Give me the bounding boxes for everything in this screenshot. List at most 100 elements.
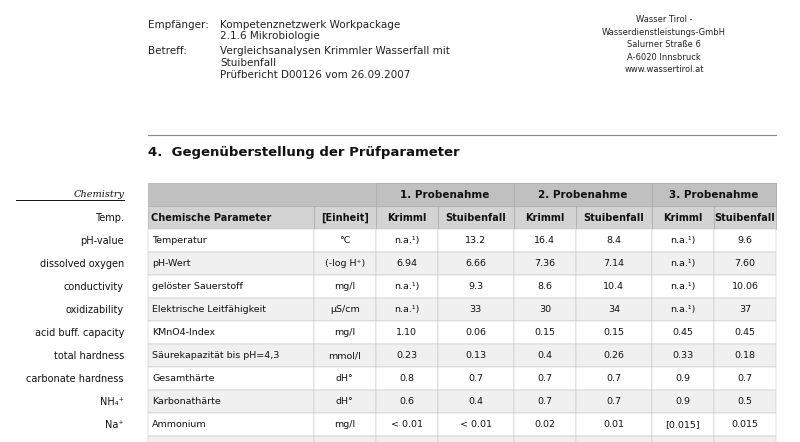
Text: < 0.01: < 0.01 (390, 420, 422, 429)
Text: 8.4: 8.4 (606, 236, 622, 245)
Text: oxidizability: oxidizability (66, 305, 124, 315)
Text: µS/cm: µS/cm (330, 305, 359, 314)
Text: dissolved oxygen: dissolved oxygen (40, 259, 124, 269)
Text: Stuibenfall: Stuibenfall (714, 213, 775, 223)
Text: Betreff:: Betreff: (148, 46, 187, 57)
Text: Temperatur: Temperatur (152, 236, 207, 245)
Text: 0.18: 0.18 (734, 351, 755, 360)
Text: 0.15: 0.15 (603, 328, 624, 337)
Text: 9.3: 9.3 (468, 282, 483, 291)
Text: 0.9: 0.9 (675, 397, 690, 406)
Text: (-log H⁺): (-log H⁺) (325, 259, 365, 268)
Text: 0.5: 0.5 (738, 397, 753, 406)
Text: < 0.01: < 0.01 (460, 420, 492, 429)
Text: 6.66: 6.66 (466, 259, 486, 268)
Text: [Einheit]: [Einheit] (321, 213, 369, 223)
Text: Vergleichsanalysen Krimmler Wasserfall mit
Stuibenfall
Prüfbericht D00126 vom 26: Vergleichsanalysen Krimmler Wasserfall m… (220, 46, 450, 80)
Text: 16.4: 16.4 (534, 236, 555, 245)
Text: 0.15: 0.15 (534, 328, 555, 337)
Text: n.a.¹): n.a.¹) (670, 282, 695, 291)
Text: mmol/l: mmol/l (328, 351, 361, 360)
Text: Chemische Parameter: Chemische Parameter (151, 213, 271, 223)
Text: n.a.¹): n.a.¹) (670, 259, 695, 268)
Text: 0.7: 0.7 (538, 374, 552, 383)
Text: pH-Wert: pH-Wert (152, 259, 191, 268)
Text: °C: °C (339, 236, 350, 245)
Text: 0.13: 0.13 (466, 351, 486, 360)
Text: 0.8: 0.8 (399, 374, 414, 383)
Text: Stuibenfall: Stuibenfall (583, 213, 644, 223)
Text: 3. Probenahme: 3. Probenahme (670, 190, 758, 200)
Text: 10.4: 10.4 (603, 282, 624, 291)
Text: KMnO4-Index: KMnO4-Index (152, 328, 215, 337)
Text: wasser
tirol: wasser tirol (691, 46, 769, 91)
Text: 33: 33 (470, 305, 482, 314)
Text: 7.36: 7.36 (534, 259, 555, 268)
Text: 13.2: 13.2 (466, 236, 486, 245)
Text: Stuibenfall: Stuibenfall (446, 213, 506, 223)
Text: Temp.: Temp. (95, 213, 124, 223)
Text: 1. Probenahme: 1. Probenahme (400, 190, 490, 200)
Text: 30: 30 (538, 305, 551, 314)
Text: 7.60: 7.60 (734, 259, 755, 268)
Text: NH₄⁺: NH₄⁺ (100, 397, 124, 407)
Text: n.a.¹): n.a.¹) (394, 282, 419, 291)
Text: dH°: dH° (336, 374, 354, 383)
Text: total hardness: total hardness (54, 351, 124, 361)
Text: carbonate hardness: carbonate hardness (26, 374, 124, 384)
Text: conductivity: conductivity (64, 282, 124, 292)
Text: 10.06: 10.06 (731, 282, 758, 291)
Text: 0.01: 0.01 (603, 420, 624, 429)
Text: mg/l: mg/l (334, 420, 355, 429)
Text: Chemistry: Chemistry (73, 191, 124, 199)
Text: 0.7: 0.7 (606, 397, 622, 406)
Text: Säurekapazität bis pH=4,3: Säurekapazität bis pH=4,3 (152, 351, 280, 360)
Text: acid buff. capacity: acid buff. capacity (34, 328, 124, 338)
Text: 9.6: 9.6 (738, 236, 753, 245)
Text: 8.6: 8.6 (538, 282, 552, 291)
Text: Na⁺: Na⁺ (106, 420, 124, 430)
Text: 34: 34 (608, 305, 620, 314)
Text: n.a.¹): n.a.¹) (394, 236, 419, 245)
Text: 0.6: 0.6 (399, 397, 414, 406)
Text: dH°: dH° (336, 397, 354, 406)
Text: Wasser Tirol -
Wasserdienstleistungs-GmbH
Salurner Straße 6
A-6020 Innsbruck
www: Wasser Tirol - Wasserdienstleistungs-Gmb… (602, 15, 726, 74)
Text: Karbonathärte: Karbonathärte (152, 397, 221, 406)
Text: 0.45: 0.45 (734, 328, 755, 337)
Text: Krimml: Krimml (525, 213, 565, 223)
Text: mg/l: mg/l (334, 328, 355, 337)
Text: 37: 37 (739, 305, 751, 314)
Text: 0.02: 0.02 (534, 420, 555, 429)
Text: 0.015: 0.015 (731, 420, 758, 429)
Text: 0.7: 0.7 (538, 397, 552, 406)
Text: 0.7: 0.7 (468, 374, 483, 383)
Text: 2. Probenahme: 2. Probenahme (538, 190, 627, 200)
Text: 0.7: 0.7 (606, 374, 622, 383)
Text: Krimml: Krimml (387, 213, 426, 223)
Text: 0.26: 0.26 (603, 351, 624, 360)
Text: 0.45: 0.45 (672, 328, 694, 337)
Text: Elektrische Leitfähigkeit: Elektrische Leitfähigkeit (152, 305, 266, 314)
Text: mg/l: mg/l (334, 282, 355, 291)
Text: 1.10: 1.10 (396, 328, 418, 337)
Text: 0.4: 0.4 (538, 351, 552, 360)
Text: gelöster Sauerstoff: gelöster Sauerstoff (152, 282, 243, 291)
Text: 0.33: 0.33 (672, 351, 694, 360)
Text: 0.23: 0.23 (396, 351, 418, 360)
Text: [0.015]: [0.015] (666, 420, 700, 429)
Text: Ammonium: Ammonium (152, 420, 207, 429)
Text: 7.14: 7.14 (603, 259, 624, 268)
Text: 6.94: 6.94 (396, 259, 418, 268)
Text: n.a.¹): n.a.¹) (394, 305, 419, 314)
Text: Gesamthärte: Gesamthärte (152, 374, 215, 383)
Text: 4.  Gegenüberstellung der Prüfparameter: 4. Gegenüberstellung der Prüfparameter (148, 146, 460, 159)
Text: n.a.¹): n.a.¹) (670, 236, 695, 245)
Text: Empfänger:: Empfänger: (148, 20, 209, 30)
Text: 0.9: 0.9 (675, 374, 690, 383)
Text: 0.7: 0.7 (738, 374, 753, 383)
Text: pH-value: pH-value (80, 236, 124, 246)
Text: 0.06: 0.06 (466, 328, 486, 337)
Text: 0.4: 0.4 (468, 397, 483, 406)
Text: Kompetenznetzwerk Workpackage
2.1.6 Mikrobiologie: Kompetenznetzwerk Workpackage 2.1.6 Mikr… (220, 20, 400, 42)
Text: Krimml: Krimml (663, 213, 702, 223)
